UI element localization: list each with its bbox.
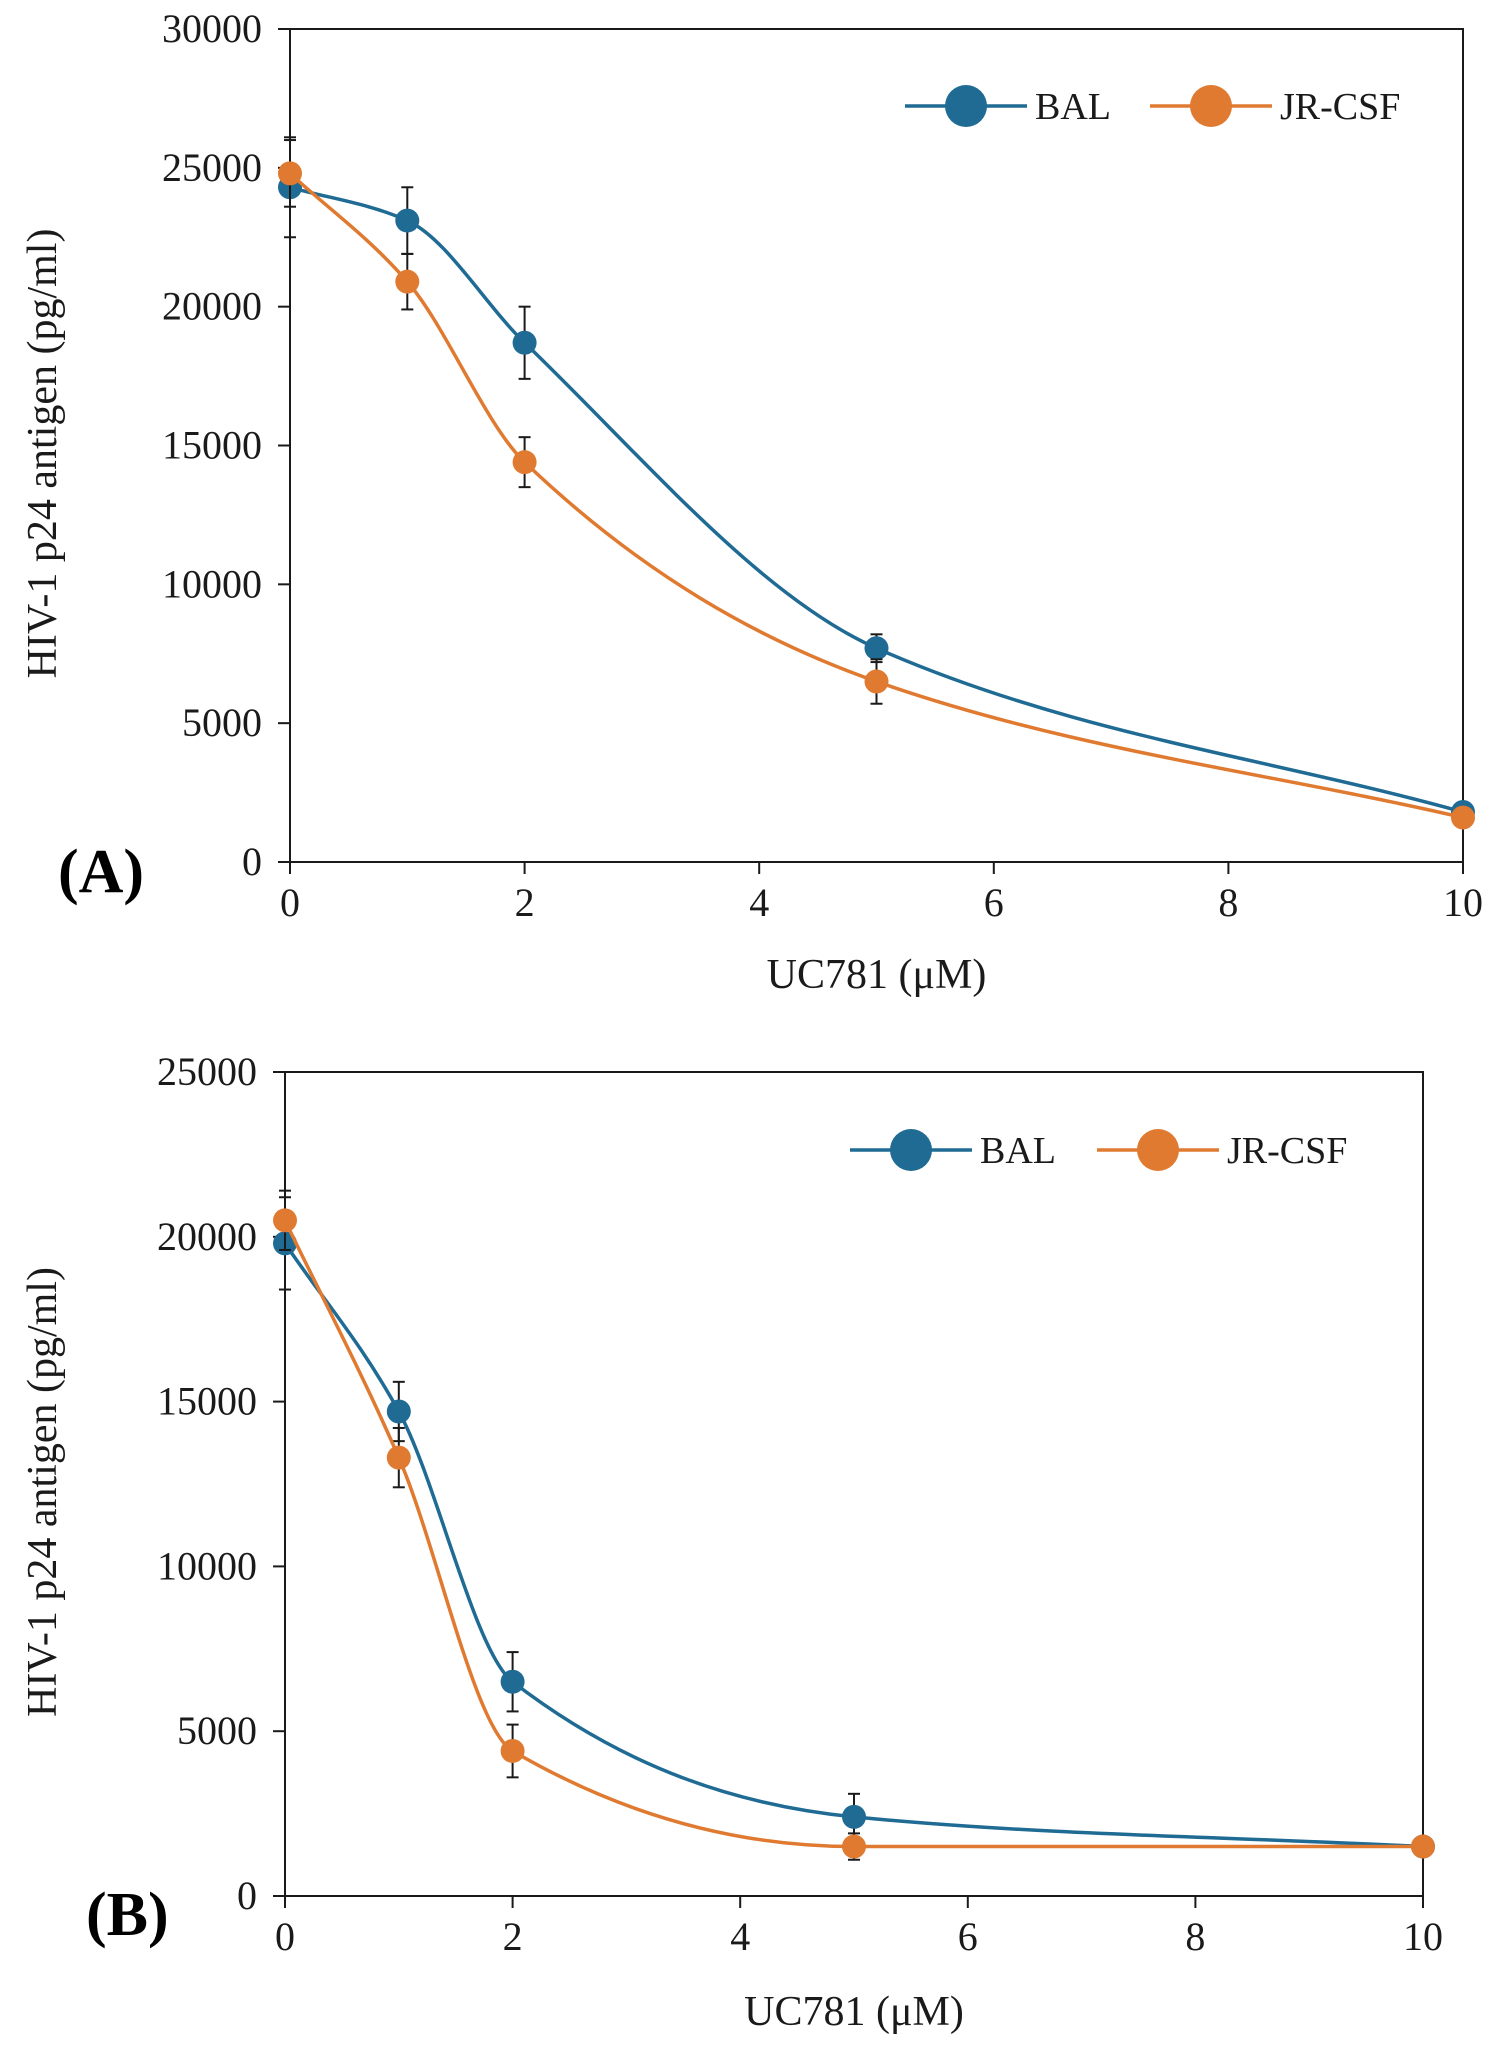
legend-label-jr-csf: JR-CSF — [1227, 1130, 1347, 1172]
y-tick-label: 0 — [242, 839, 262, 884]
series-line-jr-csf — [283, 1219, 1423, 1849]
y-tick-label: 20000 — [157, 1214, 257, 1259]
series-line-bal — [289, 185, 1464, 814]
y-tick-label: 0 — [237, 1873, 257, 1918]
data-point-jr-csf — [512, 450, 537, 475]
legend-marker-jr-csf — [1137, 1129, 1179, 1171]
panel-label: (B) — [86, 1881, 169, 1949]
data-point-jr-csf — [864, 669, 889, 694]
legend-marker-bal — [890, 1129, 932, 1171]
legend-marker-bal — [945, 85, 987, 127]
x-tick-label: 8 — [1218, 880, 1238, 925]
data-point-jr-csf — [500, 1738, 525, 1763]
y-tick-label: 20000 — [162, 284, 262, 329]
data-point-jr-csf — [386, 1445, 411, 1470]
panel-label: (A) — [58, 838, 144, 906]
data-point-jr-csf — [1411, 1834, 1435, 1859]
data-point-bal — [864, 636, 889, 661]
plot-frame — [289, 28, 1464, 863]
data-point-jr-csf — [842, 1834, 866, 1859]
y-tick-label: 15000 — [162, 423, 262, 468]
series-line-jr-csf — [288, 172, 1464, 820]
x-tick-label: 2 — [503, 1914, 523, 1959]
y-axis-title: HIV-1 p24 antigen (pg/ml) — [20, 1267, 66, 1717]
data-point-bal — [512, 330, 537, 355]
x-tick-label: 6 — [958, 1914, 978, 1959]
data-point-bal — [386, 1399, 411, 1424]
y-tick-label: 25000 — [157, 1049, 257, 1094]
data-point-jr-csf — [273, 1208, 297, 1233]
x-tick-label: 10 — [1403, 1914, 1443, 1959]
x-tick-label: 0 — [275, 1914, 295, 1959]
y-axis-title: HIV-1 p24 antigen (pg/ml) — [20, 229, 66, 679]
chart-panel-a: 0 5000 10000 15000 20000 25000 30000 0 2 4 6 8 10 UC7… — [20, 6, 1483, 998]
y-tick-label: 5000 — [177, 1708, 257, 1753]
x-axis-title: UC781 (μM) — [767, 952, 987, 998]
data-point-jr-csf — [395, 269, 420, 294]
y-tick-label: 10000 — [157, 1543, 257, 1588]
x-tick-label: 6 — [984, 880, 1004, 925]
data-point-bal — [500, 1669, 525, 1694]
y-tick-label: 15000 — [157, 1379, 257, 1424]
data-point-jr-csf — [278, 161, 302, 186]
legend-marker-jr-csf — [1190, 85, 1232, 127]
x-tick-label: 8 — [1185, 1914, 1205, 1959]
legend-label-bal: BAL — [980, 1130, 1056, 1172]
data-point-jr-csf — [1451, 805, 1475, 830]
x-tick-label: 4 — [730, 1914, 750, 1959]
x-tick-label: 2 — [515, 880, 535, 925]
y-tick-label: 5000 — [182, 700, 262, 745]
x-axis-title: UC781 (μM) — [744, 1989, 964, 2035]
data-point-bal — [395, 208, 420, 233]
plot-frame — [284, 1071, 1424, 1897]
y-tick-label: 30000 — [162, 6, 262, 51]
legend-label-jr-csf: JR-CSF — [1280, 86, 1400, 128]
legend-label-bal: BAL — [1035, 86, 1111, 128]
x-tick-label: 0 — [280, 880, 300, 925]
data-point-bal — [842, 1804, 866, 1829]
x-tick-label: 4 — [749, 880, 769, 925]
y-tick-label: 10000 — [162, 561, 262, 606]
x-tick-label: 10 — [1443, 880, 1483, 925]
chart-panel-b: 0 5000 10000 15000 20000 25000 0 2 4 6 8 10 UC781 (μ… — [20, 1049, 1443, 2035]
series-line-bal — [283, 1242, 1424, 1849]
y-tick-label: 25000 — [162, 145, 262, 190]
